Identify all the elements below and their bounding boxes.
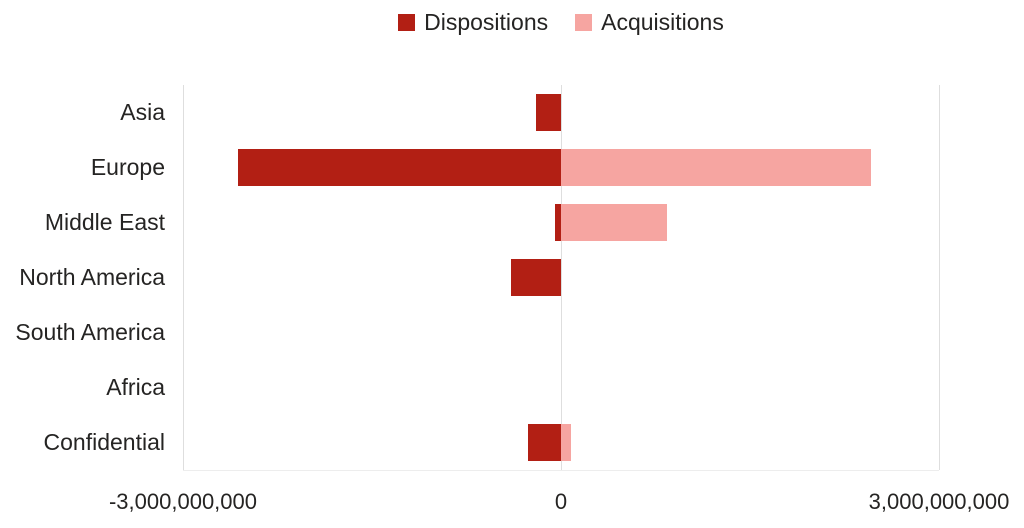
chart-area: Asia Europe Middle East North America South … xyxy=(0,85,1024,471)
category-label-middle-east: Middle East xyxy=(44,209,165,235)
value-axis: -3,000,000,000 0 3,000,000,000 xyxy=(0,489,1024,521)
value-axis-tick-3-000-000-000: 3,000,000,000 xyxy=(868,489,1010,514)
bar-acquisitions-confidential[interactable] xyxy=(561,424,572,461)
plot-area xyxy=(182,85,940,471)
value-axis-tick-0: 0 xyxy=(554,489,568,514)
category-label-europe: Europe xyxy=(90,154,165,180)
category-label-asia: Asia xyxy=(120,99,165,125)
bar-acquisitions-europe[interactable] xyxy=(561,149,871,186)
legend: Dispositions Acquisitions xyxy=(183,6,939,38)
category-label-north-america: North America xyxy=(19,264,165,290)
category-label-confidential: Confidential xyxy=(43,429,165,455)
bar-dispositions-confidential[interactable] xyxy=(527,424,561,461)
bar-dispositions-north-america[interactable] xyxy=(511,259,561,296)
bar-dispositions-europe[interactable] xyxy=(238,149,561,186)
bar-dispositions-asia[interactable] xyxy=(536,94,561,131)
category-axis: Asia Europe Middle East North America South … xyxy=(0,85,165,470)
legend-label-acquisitions: Acquisitions xyxy=(601,9,724,35)
legend-item-dispositions[interactable]: Dispositions xyxy=(398,8,548,36)
acquisitions-swatch-icon xyxy=(575,13,593,31)
value-axis-tick--3-000-000-000: -3,000,000,000 xyxy=(108,489,258,514)
bar-dispositions-middle-east[interactable] xyxy=(555,204,561,241)
zero-gridline xyxy=(560,85,562,470)
gridline xyxy=(938,85,940,470)
legend-item-acquisitions[interactable]: Acquisitions xyxy=(575,8,724,36)
category-label-africa: Africa xyxy=(106,374,165,400)
gridline xyxy=(182,85,184,470)
legend-label-dispositions: Dispositions xyxy=(424,9,549,35)
dispositions-swatch-icon xyxy=(398,13,416,31)
bar-acquisitions-middle-east[interactable] xyxy=(561,204,667,241)
category-label-south-america: South America xyxy=(15,319,165,345)
